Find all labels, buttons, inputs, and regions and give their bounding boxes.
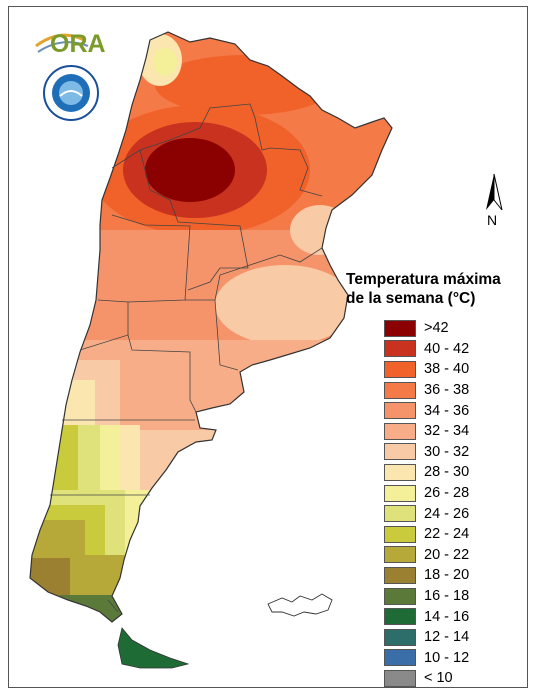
legend-title-line1: Temperatura máxima	[346, 271, 501, 288]
legend-swatch	[384, 463, 416, 481]
ora-logo	[35, 33, 89, 53]
legend-label: 16 - 18	[424, 588, 470, 605]
north-arrow-icon	[486, 173, 503, 211]
legend-item: 16 - 18	[384, 586, 526, 607]
legend-title-line2: de la semana (°C)	[346, 290, 476, 307]
legend-item: 14 - 16	[384, 606, 526, 627]
legend-label: 38 - 40	[424, 361, 470, 378]
legend-label: >42	[424, 320, 449, 337]
legend-swatch	[384, 587, 416, 605]
legend-swatch	[384, 319, 416, 337]
legend-item: 12 - 14	[384, 627, 526, 648]
legend-item: 20 - 22	[384, 545, 526, 566]
legend: Temperatura máxima de la semana (°C) >42…	[346, 270, 526, 689]
legend-item: 18 - 20	[384, 565, 526, 586]
legend-label: 24 - 26	[424, 505, 470, 522]
legend-label: 22 - 24	[424, 526, 470, 543]
legend-item: 22 - 24	[384, 524, 526, 545]
legend-swatch	[384, 649, 416, 667]
legend-swatch	[384, 669, 416, 687]
legend-swatch	[384, 505, 416, 523]
legend-item: 10 - 12	[384, 648, 526, 669]
legend-swatch	[384, 546, 416, 564]
legend-title: Temperatura máxima de la semana (°C)	[346, 270, 526, 308]
legend-swatch	[384, 381, 416, 399]
legend-label: 18 - 20	[424, 567, 470, 584]
legend-label: 30 - 32	[424, 443, 470, 460]
legend-item: 26 - 28	[384, 483, 526, 504]
north-label: N	[487, 212, 498, 228]
tierra-del-fuego	[117, 627, 190, 669]
legend-item: 24 - 26	[384, 503, 526, 524]
legend-swatch	[384, 443, 416, 461]
legend-item: >42	[384, 318, 526, 339]
legend-swatch	[384, 525, 416, 543]
legend-swatch	[384, 484, 416, 502]
legend-item: 38 - 40	[384, 359, 526, 380]
legend-item: < 10	[384, 668, 526, 689]
ora-logo-text: ORA	[50, 30, 106, 58]
legend-label: 32 - 34	[424, 423, 470, 440]
legend-item: 30 - 32	[384, 442, 526, 463]
smn-seal-icon	[43, 65, 99, 121]
legend-label: 40 - 42	[424, 340, 470, 357]
legend-label: 10 - 12	[424, 649, 470, 666]
legend-item: 28 - 30	[384, 462, 526, 483]
legend-item: 40 - 42	[384, 339, 526, 360]
country-border	[29, 31, 393, 623]
legend-label: < 10	[424, 670, 453, 687]
legend-label: 14 - 16	[424, 608, 470, 625]
legend-label: 12 - 14	[424, 629, 470, 646]
legend-label: 34 - 36	[424, 402, 470, 419]
legend-swatch	[384, 360, 416, 378]
legend-label: 28 - 30	[424, 464, 470, 481]
legend-item: 34 - 36	[384, 400, 526, 421]
legend-swatch	[384, 566, 416, 584]
legend-label: 36 - 38	[424, 382, 470, 399]
legend-label: 26 - 28	[424, 485, 470, 502]
legend-swatch	[384, 402, 416, 420]
legend-swatch	[384, 628, 416, 646]
malvinas-islands	[267, 593, 333, 617]
legend-label: 20 - 22	[424, 546, 470, 563]
province-borders	[50, 103, 323, 613]
legend-item: 32 - 34	[384, 421, 526, 442]
legend-swatch	[384, 608, 416, 626]
legend-swatch	[384, 422, 416, 440]
legend-swatch	[384, 340, 416, 358]
legend-item: 36 - 38	[384, 380, 526, 401]
legend-rows: >42 40 - 42 38 - 40 36 - 38 34 - 36 32 - 34 30…	[346, 318, 526, 689]
